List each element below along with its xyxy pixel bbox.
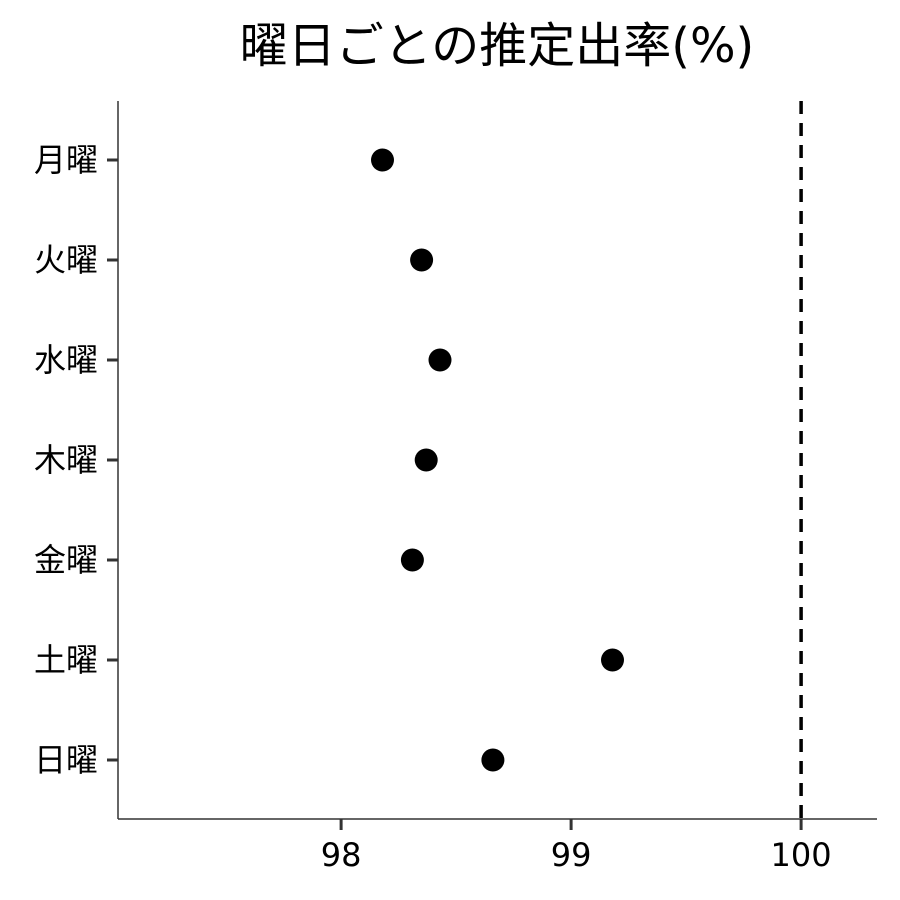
y-tick-label: 日曜	[34, 741, 98, 779]
data-point	[400, 548, 424, 572]
y-tick-label: 水曜	[34, 341, 98, 379]
y-tick-label: 火曜	[34, 241, 98, 279]
y-tick-label: 金曜	[34, 541, 98, 579]
chart-title: 曜日ごとの推定出率(%)	[240, 18, 755, 74]
data-point	[428, 348, 452, 372]
y-tick-label: 木曜	[34, 441, 98, 479]
data-point	[414, 448, 438, 472]
data-point	[601, 648, 624, 672]
data-point	[410, 248, 434, 272]
x-tick-label: 100	[771, 836, 832, 874]
x-tick-label: 98	[321, 836, 362, 874]
y-tick-label: 土曜	[34, 641, 98, 679]
y-tick-label: 月曜	[34, 141, 98, 179]
data-point	[481, 748, 505, 772]
x-tick-label: 99	[551, 836, 592, 874]
data-point	[371, 148, 394, 172]
